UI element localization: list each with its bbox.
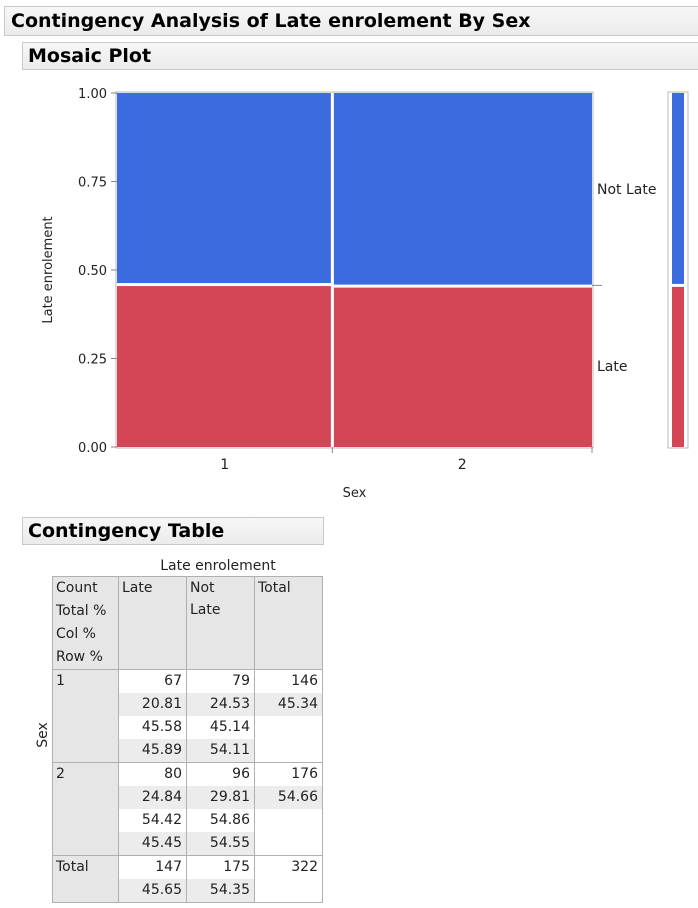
row-label-2: 2 — [52, 762, 119, 856]
cell-value: 54.86 — [209, 812, 250, 828]
mosaic-tile — [333, 287, 592, 447]
cell-1-late: 67 20.81 45.58 45.89 — [118, 669, 187, 763]
cell-value: 146 — [291, 673, 318, 689]
cell-value: 54.35 — [187, 879, 254, 902]
cell-value: 29.81 — [187, 786, 254, 809]
cell-value: 322 — [291, 859, 318, 875]
cell-value: 54.42 — [141, 812, 182, 828]
y-tick-label: 1.00 — [78, 87, 107, 102]
cell-value: 45.58 — [141, 719, 182, 735]
cell-2-total: 176 54.66 — [254, 762, 323, 856]
cell-2-late: 80 24.84 54.42 45.45 — [118, 762, 187, 856]
contingency-table: Count Total % Col % Row % Late Not Late … — [52, 576, 323, 903]
table-row-header: Sex — [35, 722, 51, 748]
cell-value: 45.34 — [255, 693, 322, 716]
cell-value: 147 — [155, 859, 182, 875]
cell-total-late: 147 45.65 — [118, 855, 187, 903]
column-header-not-late: Not Late — [186, 576, 255, 670]
cell-value: 45.89 — [119, 739, 186, 762]
x-tick-label: 2 — [458, 457, 467, 473]
cell-value: 176 — [291, 766, 318, 782]
y-tick-label: 0.00 — [78, 441, 107, 456]
mosaic-plot-title[interactable]: Mosaic Plot — [22, 42, 698, 70]
cell-value: 45.45 — [119, 832, 186, 855]
cell-value: 96 — [232, 766, 250, 782]
y-tick-label: 0.75 — [78, 176, 107, 191]
column-header-text: Late — [190, 602, 221, 618]
cell-value: 20.81 — [119, 693, 186, 716]
column-header-text: Not — [190, 580, 215, 596]
cell-value: 175 — [223, 859, 250, 875]
cell-value: 79 — [232, 673, 250, 689]
cell-value: 45.65 — [119, 879, 186, 902]
cell-value: 54.66 — [255, 786, 322, 809]
cell-value: 24.84 — [119, 786, 186, 809]
contingency-table-title[interactable]: Contingency Table — [22, 517, 324, 545]
category-label-not-late: Not Late — [597, 182, 656, 198]
marginal-segment — [672, 93, 684, 284]
cell-value: 24.53 — [187, 693, 254, 716]
x-tick-label: 1 — [220, 457, 229, 473]
stat-label: Row % — [56, 649, 103, 665]
cell-value: 80 — [164, 766, 182, 782]
cell-value: 54.55 — [187, 832, 254, 855]
cell-value: 67 — [164, 673, 182, 689]
cell-grand-total: 322 — [254, 855, 323, 903]
category-label-late: Late — [597, 359, 627, 375]
marginal-segment — [672, 286, 684, 447]
mosaic-tile — [117, 93, 331, 284]
column-header-total: Total — [254, 576, 323, 670]
cell-value: 45.14 — [209, 719, 250, 735]
cell-1-not-late: 79 24.53 45.14 54.11 — [186, 669, 255, 763]
mosaic-plot: 1 2 0.00 0.25 0.50 0.75 1.00 Sex Late enrolement… — [41, 87, 689, 501]
row-label-1: 1 — [52, 669, 119, 763]
y-tick-label: 0.50 — [78, 264, 107, 279]
cell-2-not-late: 96 29.81 54.86 54.55 — [186, 762, 255, 856]
table-column-header: Late enrolement — [160, 558, 276, 574]
table-row: 2 80 24.84 54.42 45.45 96 29.81 54.86 54… — [52, 762, 323, 856]
mosaic-tile — [333, 93, 592, 285]
cell-1-total: 146 45.34 — [254, 669, 323, 763]
table-row: 1 67 20.81 45.58 45.89 79 24.53 45.14 54… — [52, 669, 323, 763]
x-axis-label: Sex — [343, 486, 367, 501]
cell-total-not-late: 175 54.35 — [186, 855, 255, 903]
column-header-text: Late — [122, 580, 153, 596]
table-header-row: Count Total % Col % Row % Late Not Late … — [52, 576, 323, 670]
stat-labels-cell: Count Total % Col % Row % — [52, 576, 119, 670]
stat-label: Total % — [56, 603, 107, 619]
column-header-text: Total — [258, 580, 291, 596]
stat-label: Count — [56, 580, 98, 596]
stat-label: Col % — [56, 626, 96, 642]
cell-value: 54.11 — [187, 739, 254, 762]
report-title[interactable]: Contingency Analysis of Late enrolement … — [4, 6, 698, 36]
y-tick-label: 0.25 — [78, 353, 107, 368]
y-axis-label: Late enrolement — [41, 216, 56, 323]
mosaic-tile — [117, 286, 331, 447]
row-label-total: Total — [52, 855, 119, 903]
table-total-row: Total 147 45.65 175 54.35 322 — [52, 855, 323, 903]
column-header-late: Late — [118, 576, 187, 670]
